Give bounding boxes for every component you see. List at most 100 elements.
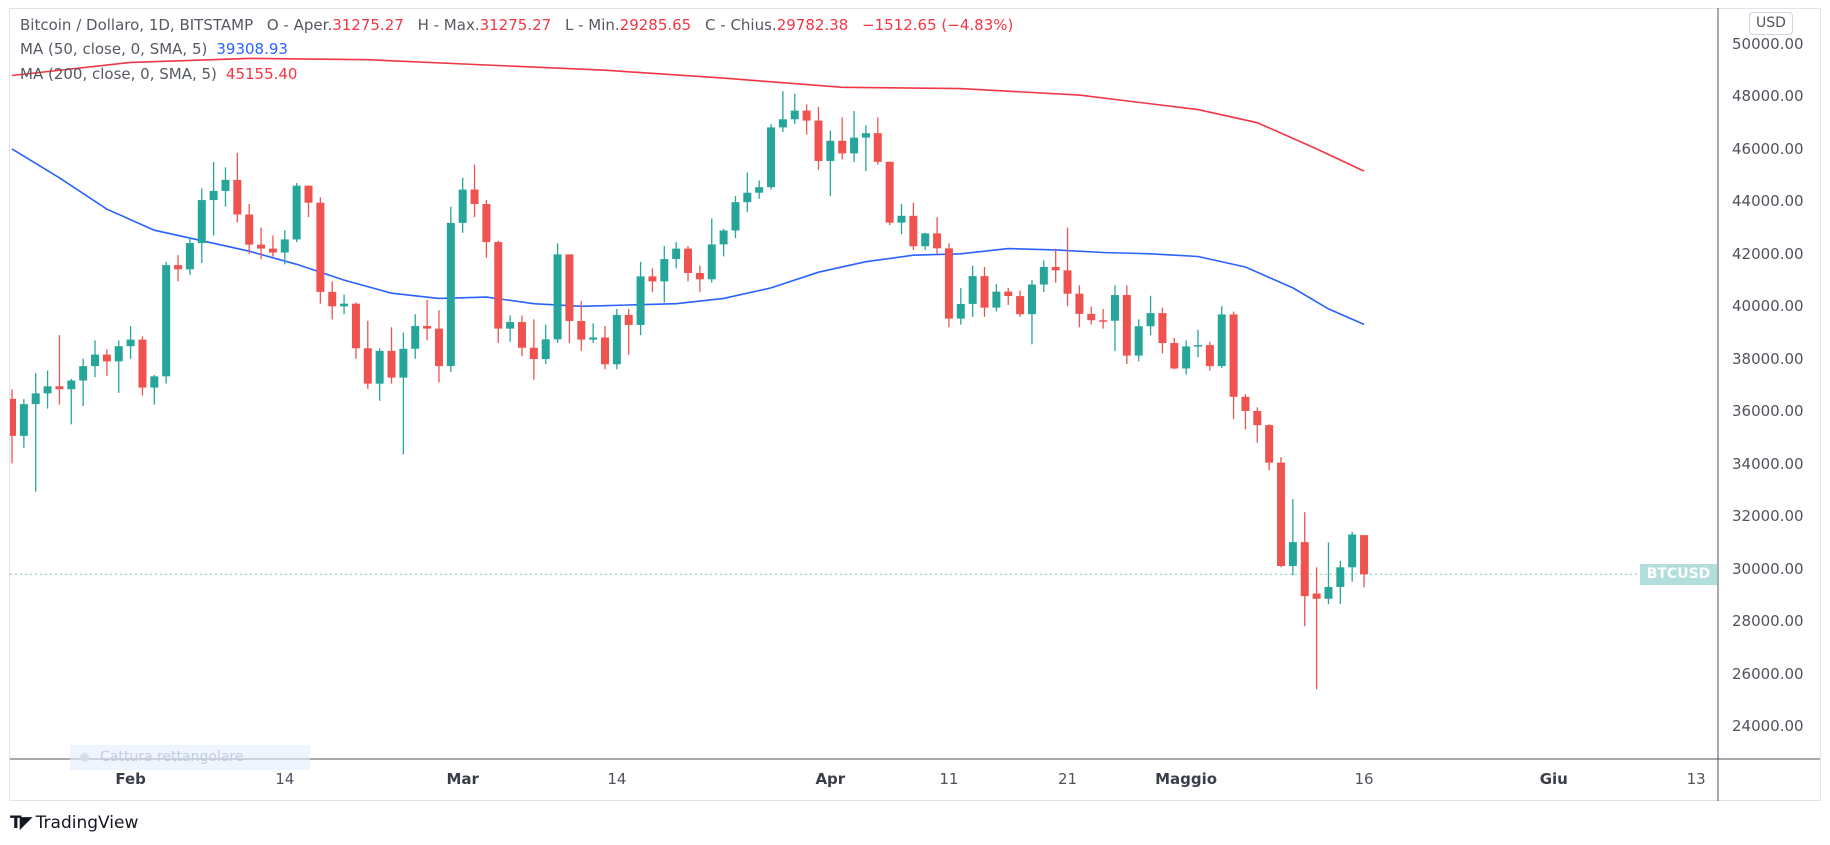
price-tick-label: 44000.00 bbox=[1732, 192, 1804, 211]
candle-down bbox=[1087, 306, 1096, 325]
candle-body bbox=[292, 185, 301, 240]
candle-up bbox=[1324, 542, 1333, 605]
candle-body bbox=[601, 337, 609, 365]
candle-body bbox=[1217, 314, 1226, 367]
candle-body bbox=[1110, 295, 1119, 321]
candle-body bbox=[1324, 586, 1333, 599]
ma50-legend[interactable]: MA (50, close, 0, SMA, 5) 39308.93 bbox=[20, 40, 288, 58]
candle-body bbox=[245, 214, 254, 245]
candle-body bbox=[91, 354, 100, 367]
candle-body bbox=[755, 187, 764, 193]
brand-name: TradingView bbox=[35, 813, 139, 833]
candle-down bbox=[577, 301, 586, 351]
candle-up bbox=[1110, 285, 1119, 351]
price-tick-label: 50000.00 bbox=[1732, 35, 1804, 53]
candle-up bbox=[1146, 295, 1155, 336]
close-value: 29782.38 bbox=[776, 16, 849, 34]
candle-body bbox=[1348, 534, 1357, 568]
candle-up bbox=[767, 124, 776, 190]
candle-down bbox=[316, 197, 325, 304]
candle-down bbox=[1241, 394, 1250, 430]
candle-body bbox=[897, 215, 906, 223]
symbol-legend[interactable]: Bitcoin / Dollaro, 1D, BITSTAMP O - Aper… bbox=[20, 16, 1013, 34]
candle-body bbox=[1312, 593, 1321, 599]
candle-body bbox=[351, 303, 360, 349]
candle-up bbox=[43, 370, 52, 409]
candle-body bbox=[1288, 542, 1297, 566]
candle-down bbox=[1360, 535, 1369, 588]
tradingview-logo-icon: T◤ bbox=[10, 813, 33, 833]
candle-up bbox=[743, 172, 752, 212]
candle-down bbox=[138, 336, 147, 396]
candle-up bbox=[719, 228, 728, 257]
candle-up bbox=[150, 375, 159, 405]
candle-body bbox=[268, 248, 277, 253]
candle-body bbox=[850, 137, 859, 154]
candle-up bbox=[1288, 499, 1297, 576]
candle-up bbox=[114, 340, 123, 393]
candle-up bbox=[292, 183, 301, 243]
candle-body bbox=[517, 322, 526, 348]
candle-body bbox=[1134, 326, 1143, 356]
candle-up bbox=[968, 265, 977, 317]
candle-up bbox=[1027, 280, 1036, 345]
candle-body bbox=[553, 254, 562, 340]
candle-down bbox=[944, 243, 953, 328]
candle-up bbox=[897, 204, 906, 235]
candle-down bbox=[1170, 337, 1179, 370]
candle-body bbox=[1205, 345, 1214, 367]
candle-body bbox=[684, 248, 693, 273]
high-value: 31275.27 bbox=[479, 16, 552, 34]
candle-up bbox=[992, 284, 1001, 312]
price-tick-label: 40000.00 bbox=[1732, 297, 1804, 316]
ma50-value: 39308.93 bbox=[216, 40, 288, 58]
candle-down bbox=[885, 161, 894, 225]
candle-body bbox=[1265, 425, 1274, 463]
candle-body bbox=[43, 386, 52, 394]
time-tick-label: 16 bbox=[1354, 770, 1374, 788]
candle-up bbox=[755, 180, 764, 199]
capture-hint-text: Cattura rettangolare bbox=[100, 749, 244, 765]
candle-down bbox=[363, 320, 372, 389]
capture-dot-icon bbox=[80, 753, 89, 762]
candle-body bbox=[423, 325, 432, 329]
candle-down bbox=[10, 389, 16, 464]
time-tick-label: 11 bbox=[939, 770, 959, 788]
candle-body bbox=[1146, 313, 1155, 327]
candle-body bbox=[1027, 284, 1036, 315]
candle-body bbox=[387, 350, 396, 378]
candle-body bbox=[55, 386, 64, 390]
candle-down bbox=[1312, 567, 1321, 690]
candle-down bbox=[1229, 311, 1238, 420]
candle-body bbox=[802, 110, 811, 121]
candle-up bbox=[660, 245, 669, 303]
candle-up bbox=[375, 348, 384, 401]
candle-down bbox=[351, 302, 360, 359]
candle-down bbox=[423, 299, 432, 341]
candle-body bbox=[826, 140, 835, 161]
candle-body bbox=[185, 243, 194, 270]
tradingview-brand[interactable]: T◤ TradingView bbox=[10, 813, 138, 833]
ma200-legend[interactable]: MA (200, close, 0, SMA, 5) 45155.40 bbox=[20, 65, 297, 83]
candle-up bbox=[612, 308, 621, 370]
candle-up bbox=[1217, 306, 1226, 368]
price-tick-label: 28000.00 bbox=[1732, 612, 1804, 631]
currency-button[interactable]: USD bbox=[1749, 12, 1793, 35]
candle-body bbox=[375, 350, 384, 384]
candle-body bbox=[304, 185, 313, 203]
candle-body bbox=[1360, 535, 1369, 575]
price-tick-label: 32000.00 bbox=[1732, 507, 1804, 526]
candle-down bbox=[55, 335, 64, 405]
candle-up bbox=[185, 236, 194, 275]
candle-up bbox=[826, 130, 835, 197]
candle-body bbox=[470, 189, 479, 205]
candle-body bbox=[944, 248, 953, 319]
candle-body bbox=[1170, 343, 1179, 369]
candle-body bbox=[1300, 542, 1309, 597]
candle-body bbox=[1051, 266, 1060, 271]
ma-series-path bbox=[11, 148, 1365, 326]
candle-body bbox=[280, 239, 289, 253]
candle-down bbox=[245, 204, 254, 254]
candle-up bbox=[221, 167, 230, 207]
